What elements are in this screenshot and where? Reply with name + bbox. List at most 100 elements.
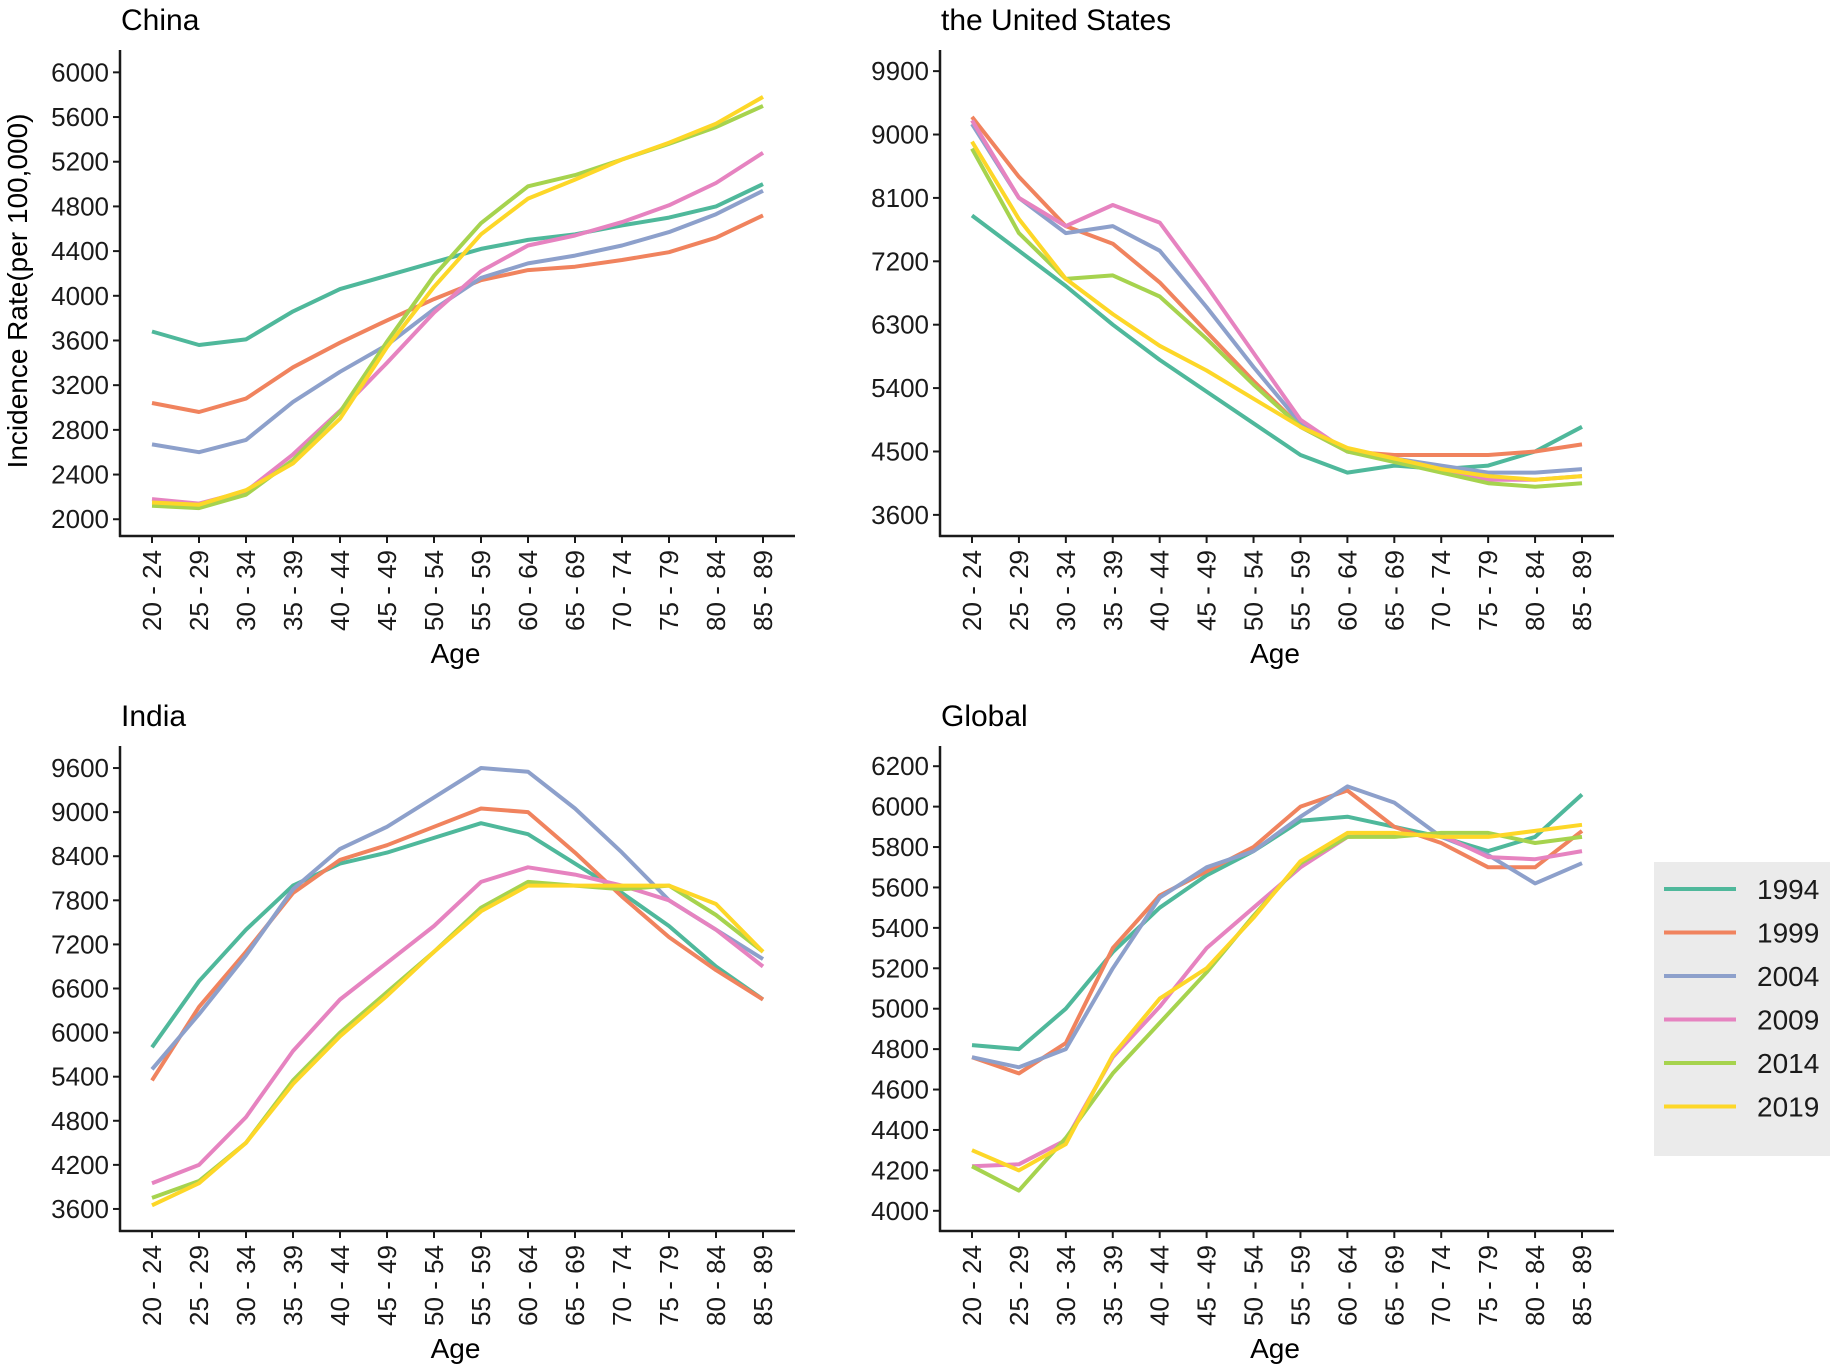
y-tick-label: 8400	[51, 841, 109, 871]
x-tick-label: 45 - 49	[372, 1245, 402, 1326]
y-tick-label: 6000	[51, 57, 109, 87]
series-line-2009	[971, 832, 1583, 1169]
y-tick-label: 4000	[871, 1196, 929, 1226]
y-tick-label: 3600	[871, 500, 929, 530]
x-axis-title: Age	[1250, 1333, 1300, 1364]
x-tick-label: 40 - 44	[325, 550, 355, 631]
x-tick-label: 60 - 64	[1332, 1245, 1362, 1326]
x-tick-label: 20 - 24	[957, 550, 987, 631]
x-tick-label: 80 - 84	[701, 1245, 731, 1326]
series-line-2019	[151, 95, 764, 507]
x-tick-label: 70 - 74	[607, 550, 637, 631]
series-line-2019	[970, 140, 1583, 482]
series-line-1999	[150, 806, 765, 1082]
y-tick-label: 3600	[51, 325, 109, 355]
x-tick-label: 50 - 54	[1239, 1245, 1269, 1326]
y-axis-title: Incidence Rate(per 100,000)	[2, 114, 33, 469]
panel-title: China	[121, 4, 200, 37]
y-tick-label: 4400	[871, 1115, 929, 1145]
series-line-2009	[970, 119, 1583, 482]
x-tick-label: 85 - 89	[748, 1245, 778, 1326]
legend-label: 2014	[1757, 1048, 1819, 1079]
series-line-2004	[970, 122, 1583, 475]
x-tick-label: 60 - 64	[513, 1245, 543, 1326]
x-tick-label: 25 - 29	[184, 1245, 214, 1326]
panel-title: India	[121, 700, 186, 733]
series-line-1999	[151, 213, 764, 414]
x-tick-label: 75 - 79	[654, 1245, 684, 1326]
series-line-1994	[150, 821, 765, 1049]
y-tick-label: 2000	[51, 504, 109, 534]
chart-panel: Global 4000 4200 4400 4600 4800 5000 5200 5400 56…	[871, 700, 1614, 1364]
x-tick-label: 45 - 49	[372, 550, 402, 631]
x-tick-label: 75 - 79	[1473, 1245, 1503, 1326]
series-line-2004	[150, 766, 765, 1071]
x-tick-label: 85 - 89	[748, 550, 778, 631]
x-tick-label: 35 - 39	[278, 1245, 308, 1326]
y-tick-label: 4000	[51, 281, 109, 311]
y-tick-label: 7200	[51, 929, 109, 959]
y-tick-label: 9000	[871, 120, 929, 150]
y-tick-label: 9000	[51, 797, 109, 827]
y-tick-label: 7800	[51, 885, 109, 915]
y-tick-label: 9900	[871, 56, 929, 86]
x-tick-label: 30 - 34	[1051, 550, 1081, 631]
y-tick-label: 2400	[51, 460, 109, 490]
x-axis-title: Age	[1250, 638, 1300, 669]
x-tick-label: 80 - 84	[701, 550, 731, 631]
x-tick-label: 25 - 29	[1004, 1245, 1034, 1326]
x-tick-label: 85 - 89	[1567, 550, 1597, 631]
y-tick-label: 4500	[871, 436, 929, 466]
x-tick-label: 25 - 29	[1004, 550, 1034, 631]
series-line-2019	[151, 883, 765, 1208]
x-tick-label: 50 - 54	[419, 550, 449, 631]
y-tick-label: 6200	[871, 751, 929, 781]
y-tick-label: 5800	[871, 832, 929, 862]
y-tick-label: 5200	[51, 147, 109, 177]
y-tick-label: 2800	[51, 415, 109, 445]
series-line-2009	[151, 865, 765, 1186]
series-line-2014	[151, 104, 764, 511]
y-tick-label: 4800	[51, 191, 109, 221]
y-tick-label: 5400	[871, 373, 929, 403]
chart-panel: India 3600 4200 4800 5400 6000 6600 7200 7800 840…	[51, 700, 795, 1364]
x-tick-label: 50 - 54	[1239, 550, 1269, 631]
x-tick-label: 40 - 44	[1145, 1245, 1175, 1326]
x-tick-label: 20 - 24	[137, 550, 167, 631]
series-line-2009	[151, 151, 765, 506]
x-tick-label: 65 - 69	[560, 1245, 590, 1326]
y-tick-label: 3600	[51, 1194, 109, 1224]
x-tick-label: 65 - 69	[560, 550, 590, 631]
series-line-1994	[151, 182, 764, 347]
x-tick-label: 70 - 74	[607, 1245, 637, 1326]
y-tick-label: 5000	[871, 994, 929, 1024]
legend-label: 2009	[1757, 1005, 1819, 1036]
x-tick-label: 35 - 39	[1098, 550, 1128, 631]
y-tick-label: 6000	[871, 792, 929, 822]
x-tick-label: 55 - 59	[466, 550, 496, 631]
y-tick-label: 4800	[51, 1106, 109, 1136]
x-tick-label: 70 - 74	[1426, 1245, 1456, 1326]
x-tick-label: 40 - 44	[1145, 550, 1175, 631]
y-tick-label: 5600	[51, 102, 109, 132]
y-tick-label: 4600	[871, 1075, 929, 1105]
x-tick-label: 30 - 34	[231, 1245, 261, 1326]
y-tick-label: 3200	[51, 370, 109, 400]
y-tick-label: 4200	[871, 1155, 929, 1185]
x-tick-label: 45 - 49	[1192, 550, 1222, 631]
legend-label: 1999	[1757, 918, 1819, 949]
chart-panel: China 2000 2400 2800 3200 3600 4000 4400 4800 520…	[51, 4, 795, 669]
y-tick-label: 8100	[871, 183, 929, 213]
x-tick-label: 25 - 29	[184, 550, 214, 631]
x-tick-label: 50 - 54	[419, 1245, 449, 1326]
y-tick-label: 9600	[51, 753, 109, 783]
x-tick-label: 20 - 24	[137, 1245, 167, 1326]
x-tick-label: 60 - 64	[1332, 550, 1362, 631]
x-tick-label: 45 - 49	[1192, 1245, 1222, 1326]
x-tick-label: 85 - 89	[1567, 1245, 1597, 1326]
legend: 1994 1999 2004 2009 2014 2019	[1654, 862, 1830, 1156]
x-tick-label: 65 - 69	[1379, 550, 1409, 631]
legend-label: 2004	[1757, 961, 1819, 992]
y-tick-label: 5400	[871, 913, 929, 943]
y-tick-label: 5200	[871, 953, 929, 983]
